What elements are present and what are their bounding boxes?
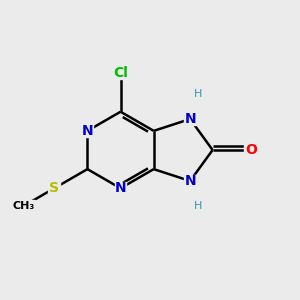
Bar [115, 182, 126, 194]
Text: Cl: Cl [113, 66, 128, 80]
Text: H: H [194, 201, 202, 211]
Text: H: H [194, 89, 202, 99]
Bar [184, 175, 196, 187]
Text: O: O [245, 143, 257, 157]
Bar [48, 182, 60, 194]
Text: N: N [184, 112, 196, 126]
Text: CH₃: CH₃ [13, 201, 35, 211]
Bar [82, 125, 93, 137]
Text: N: N [115, 181, 126, 195]
Bar [184, 113, 196, 125]
Text: S: S [49, 181, 59, 195]
Text: N: N [184, 174, 196, 188]
Bar [113, 68, 128, 79]
Bar [244, 144, 257, 156]
Bar [12, 200, 35, 212]
Text: N: N [82, 124, 93, 138]
